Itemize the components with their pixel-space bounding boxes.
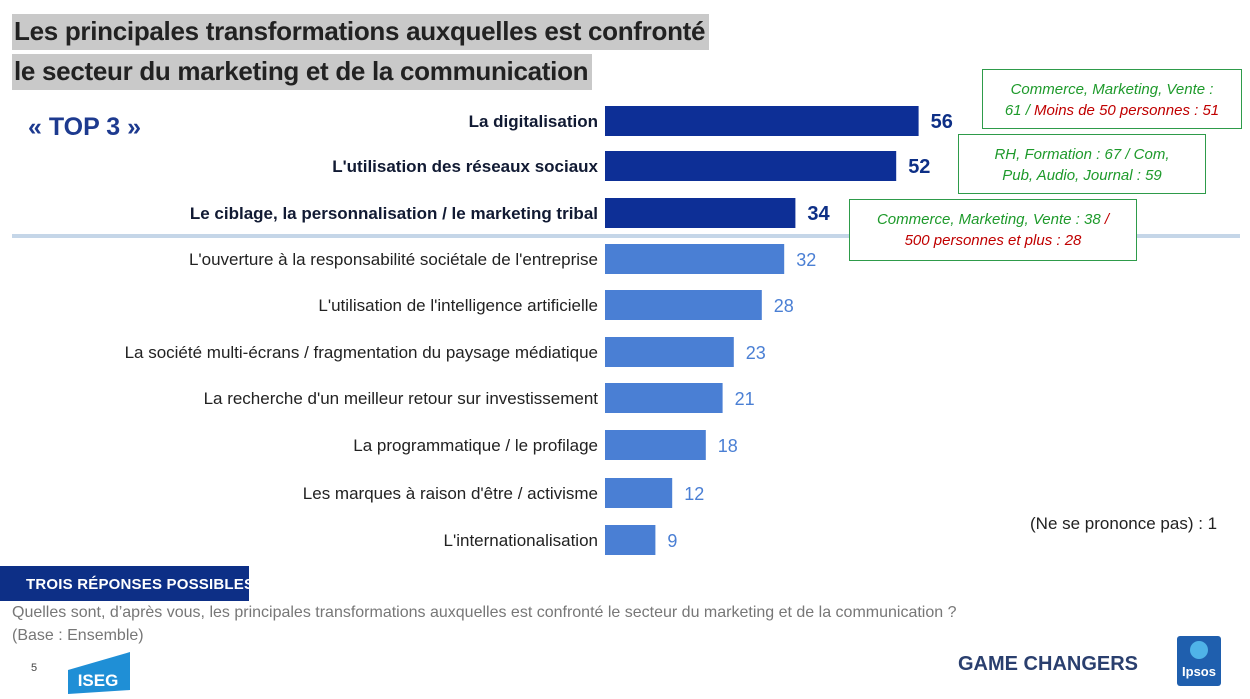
value-label: 12 (684, 484, 704, 504)
callout-text: Commerce, Marketing, Vente : 38 (876, 211, 1105, 228)
callout-text: RH, Formation : 67 / Com, (994, 146, 1170, 163)
survey-base: (Base : Ensemble) (12, 627, 144, 644)
value-label: 23 (746, 343, 766, 363)
category-label: La recherche d'un meilleur retour sur in… (204, 389, 599, 408)
value-label: 21 (735, 389, 755, 409)
top3-label: « TOP 3 » (28, 113, 142, 141)
iseg-logo: ISEG (68, 652, 130, 694)
ipsos-logo: Ipsos (1177, 636, 1221, 686)
chart-title-line-1: Les principales transformations auxquell… (12, 14, 710, 50)
value-label: 32 (796, 250, 816, 270)
category-label: La programmatique / le profilage (353, 436, 598, 455)
bar (605, 383, 723, 413)
no-answer-note: (Ne se prononce pas) : 1 (1030, 514, 1218, 533)
callout-digitalisation: Commerce, Marketing, Vente : 61 / Moins d… (982, 69, 1242, 129)
category-label: L'internationalisation (444, 531, 598, 550)
bar (605, 525, 656, 555)
value-label: 56 (931, 111, 953, 133)
category-label: L'ouverture à la responsabilité sociétal… (189, 250, 598, 269)
iseg-logo-text: ISEG (78, 671, 119, 690)
bar (605, 244, 785, 274)
bar (605, 106, 919, 136)
callout-text: 61 / (1004, 102, 1035, 119)
value-label: 28 (774, 296, 794, 316)
page-number: 5 (31, 662, 38, 674)
callout-ciblage: Commerce, Marketing, Vente : 38 / 500 per… (849, 199, 1137, 261)
callout-text: Commerce, Marketing, Vente : (1010, 81, 1214, 98)
chart-title-line-2: le secteur du marketing et de la communi… (12, 54, 593, 90)
bar (605, 290, 762, 320)
category-label: L'utilisation des réseaux sociaux (332, 157, 598, 176)
survey-question: Quelles sont, d’après vous, les principa… (12, 604, 957, 621)
bar (605, 430, 706, 460)
bar (605, 198, 796, 228)
category-label: La société multi-écrans / fragmentation … (125, 343, 598, 362)
value-label: 18 (718, 436, 738, 456)
value-label: 34 (807, 203, 830, 225)
responses-banner: TROIS RÉPONSES POSSIBLES (0, 566, 254, 601)
callout-reseaux-sociaux: RH, Formation : 67 / Com, Pub, Audio, Jou… (958, 134, 1206, 194)
bar (605, 151, 897, 181)
category-label: La digitalisation (469, 112, 598, 131)
callout-text: Moins de 50 personnes : 51 (1034, 102, 1220, 119)
bar (605, 337, 734, 367)
game-changers-logo: GAME CHANGERS (958, 653, 1139, 675)
category-label: Le ciblage, la personnalisation / le mar… (190, 204, 598, 223)
value-label: 9 (667, 531, 677, 551)
value-label: 52 (908, 156, 930, 178)
callout-text: 500 personnes et plus : 28 (904, 232, 1082, 249)
category-label: Les marques à raison d'être / activisme (303, 484, 598, 503)
callout-text: Pub, Audio, Journal : 59 (1002, 167, 1162, 184)
callout-text: / (1104, 211, 1110, 228)
category-label: L'utilisation de l'intelligence artifici… (318, 296, 598, 315)
ipsos-logo-text: Ipsos (1182, 664, 1216, 679)
top3-separator-line (12, 234, 1240, 238)
bar (605, 478, 673, 508)
